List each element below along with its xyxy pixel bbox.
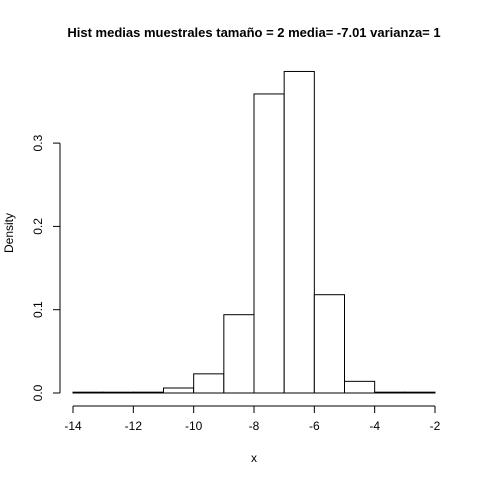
x-tick-label: -6: [309, 419, 320, 433]
x-axis: -14 -12 -10 -8 -6 -4 -2: [64, 405, 441, 433]
x-tick-label: -4: [369, 419, 380, 433]
histogram-bar: [163, 387, 195, 394]
y-tick-label: 0.2: [31, 218, 45, 235]
y-tick-label: 0.0: [31, 384, 45, 401]
histogram-bar: [193, 373, 225, 394]
x-tick-label: -12: [125, 419, 143, 433]
y-tick-label: 0.1: [31, 301, 45, 318]
x-tick-label: -2: [430, 419, 441, 433]
x-tick-label: -10: [185, 419, 203, 433]
histogram-bar: [223, 314, 255, 394]
histogram-bar: [72, 391, 104, 394]
x-tick-label: -8: [249, 419, 260, 433]
histogram-bar: [102, 391, 134, 394]
chart-title: Hist medias muestrales tamaño = 2 media=…: [67, 25, 440, 40]
x-tick-label: -14: [64, 419, 82, 433]
histogram-bar: [344, 380, 376, 394]
histogram-bar: [374, 391, 406, 394]
histogram-bar: [313, 294, 346, 394]
y-axis: 0.0 0.1 0.2 0.3: [31, 134, 61, 401]
y-tick-label: 0.3: [31, 134, 45, 151]
histogram-bar: [283, 70, 315, 394]
y-axis-label: Density: [2, 213, 16, 253]
histogram-bars: [72, 70, 436, 394]
histogram-bar: [132, 391, 164, 394]
histogram-bar: [404, 391, 436, 394]
histogram-bar: [253, 93, 285, 394]
x-axis-label: x: [251, 451, 257, 465]
